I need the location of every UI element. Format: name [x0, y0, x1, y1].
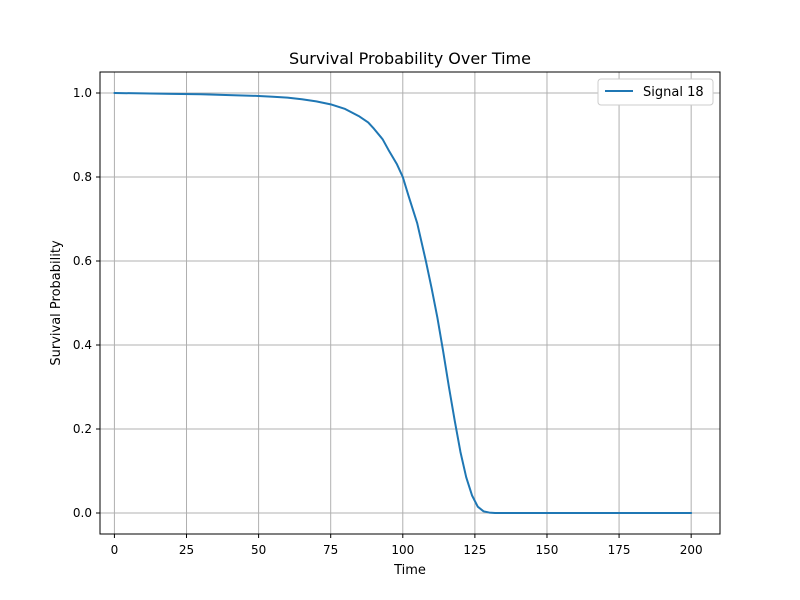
data-point — [431, 288, 432, 289]
data-point — [382, 139, 383, 140]
data-point — [489, 512, 490, 513]
x-tick-label: 75 — [323, 543, 338, 557]
y-tick-label: 0.6 — [73, 254, 92, 268]
data-point — [171, 93, 172, 94]
x-tick-label: 50 — [251, 543, 266, 557]
data-point — [466, 477, 467, 478]
data-point — [662, 512, 663, 513]
data-point — [388, 149, 389, 150]
data-point — [345, 108, 346, 109]
data-point — [272, 96, 273, 97]
tick-layer: 0 25 50 75 100 125 150 175 200 0.0 0.2 0.4 0.6 0.8 1.0 — [73, 86, 703, 557]
x-tick-label: 25 — [179, 543, 194, 557]
data-point — [494, 512, 495, 513]
data-point — [503, 512, 504, 513]
data-point — [546, 512, 547, 513]
data-point — [448, 386, 449, 387]
y-tick-label: 1.0 — [73, 86, 92, 100]
data-point — [359, 116, 360, 117]
data-point — [258, 95, 259, 96]
data-point — [437, 317, 438, 318]
data-point — [402, 176, 403, 177]
data-point — [633, 512, 634, 513]
x-tick-label: 150 — [536, 543, 559, 557]
data-point — [471, 495, 472, 496]
data-point — [454, 420, 455, 421]
x-tick-label: 125 — [463, 543, 486, 557]
data-point — [575, 512, 576, 513]
y-tick-label: 0.0 — [73, 506, 92, 520]
x-tick-label: 175 — [608, 543, 631, 557]
data-point — [373, 128, 374, 129]
series-layer — [113, 92, 693, 514]
data-point — [483, 511, 484, 512]
data-point — [460, 452, 461, 453]
y-tick-label: 0.2 — [73, 422, 92, 436]
data-point — [417, 223, 418, 224]
y-tick-label: 0.8 — [73, 170, 92, 184]
data-point — [691, 512, 692, 513]
data-point — [229, 95, 230, 96]
data-point — [330, 104, 331, 105]
x-tick-label: 100 — [391, 543, 414, 557]
y-axis-label: Survival Probability — [49, 240, 64, 366]
data-point — [477, 506, 478, 507]
x-tick-label: 0 — [111, 543, 119, 557]
data-point — [287, 97, 288, 98]
chart-title: Survival Probability Over Time — [289, 49, 531, 68]
series-line-signal-18 — [113, 92, 693, 514]
data-point — [408, 195, 409, 196]
data-point — [114, 92, 115, 93]
data-point — [443, 351, 444, 352]
data-point — [143, 93, 144, 94]
data-point — [425, 260, 426, 261]
plot-frame — [99, 71, 721, 535]
legend-box — [597, 78, 714, 106]
data-point — [316, 101, 317, 102]
data-point — [301, 99, 302, 100]
data-point — [518, 512, 519, 513]
x-tick-label: 200 — [680, 543, 703, 557]
x-axis-label: Time — [393, 563, 426, 578]
data-point — [200, 94, 201, 95]
data-point — [368, 122, 369, 123]
data-point — [604, 512, 605, 513]
legend-label-signal-18: Signal 18 — [643, 85, 704, 100]
y-tick-label: 0.4 — [73, 338, 92, 352]
legend: Signal 18 — [597, 78, 714, 106]
data-point — [396, 164, 397, 165]
